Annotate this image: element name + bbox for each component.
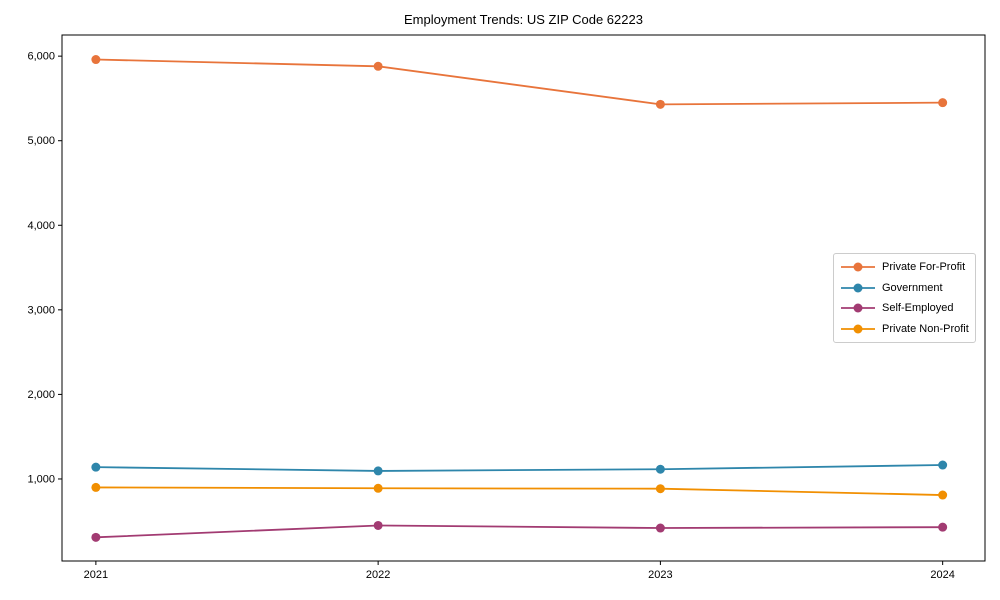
data-point-marker-private-for-profit [373,61,383,71]
plot-frame [61,34,986,562]
data-point-marker-self-employed [91,532,101,542]
data-point-marker-self-employed [373,520,383,530]
legend-label: Private Non-Profit [882,322,969,335]
y-axis-tick-label: 2,000 [27,389,55,401]
legend-item-private-for-profit: Private For-Profit [834,257,975,278]
data-point-marker-government [373,466,383,476]
series-line-private-for-profit [95,58,943,106]
y-axis-tick-label: 4,000 [27,220,55,232]
data-point-marker-government [938,460,948,470]
legend-marker-icon [841,262,875,272]
data-point-marker-private-non-profit [91,482,101,492]
x-axis-tick-label: 2021 [84,569,108,581]
legend-label: Private For-Profit [882,261,966,274]
legend-label: Government [882,281,943,294]
data-point-marker-self-employed [655,523,665,533]
data-point-marker-self-employed [938,522,948,532]
x-axis-tick-label: 2022 [366,569,390,581]
legend-marker-icon [841,324,875,334]
y-axis-tick-label: 5,000 [27,135,55,147]
x-axis-tick-label: 2023 [648,569,672,581]
series-line-self-employed [95,524,943,539]
data-point-marker-private-non-profit [655,484,665,494]
data-point-marker-government [91,462,101,472]
data-point-marker-private-for-profit [655,99,665,109]
legend-item-government: Government [834,278,975,299]
series-line-government [95,464,943,472]
chart-title: Employment Trends: US ZIP Code 62223 [404,12,643,27]
legend-item-self-employed: Self-Employed [834,298,975,319]
y-axis-tick-label: 3,000 [27,304,55,316]
legend: Private For-Profit Government Self-Employe… [833,253,976,343]
legend-marker-icon [841,303,875,313]
y-axis-tick-label: 1,000 [27,473,55,485]
data-point-marker-government [655,464,665,474]
y-axis-tick-label: 6,000 [27,51,55,63]
legend-label: Self-Employed [882,302,954,315]
series-line-private-non-profit [95,486,943,496]
data-point-marker-private-for-profit [91,55,101,65]
data-point-marker-private-non-profit [938,490,948,500]
data-point-marker-private-non-profit [373,483,383,493]
data-point-marker-private-for-profit [938,98,948,108]
legend-item-private-non-profit: Private Non-Profit [834,319,975,340]
legend-marker-icon [841,283,875,293]
x-axis-tick-label: 2024 [930,569,954,581]
